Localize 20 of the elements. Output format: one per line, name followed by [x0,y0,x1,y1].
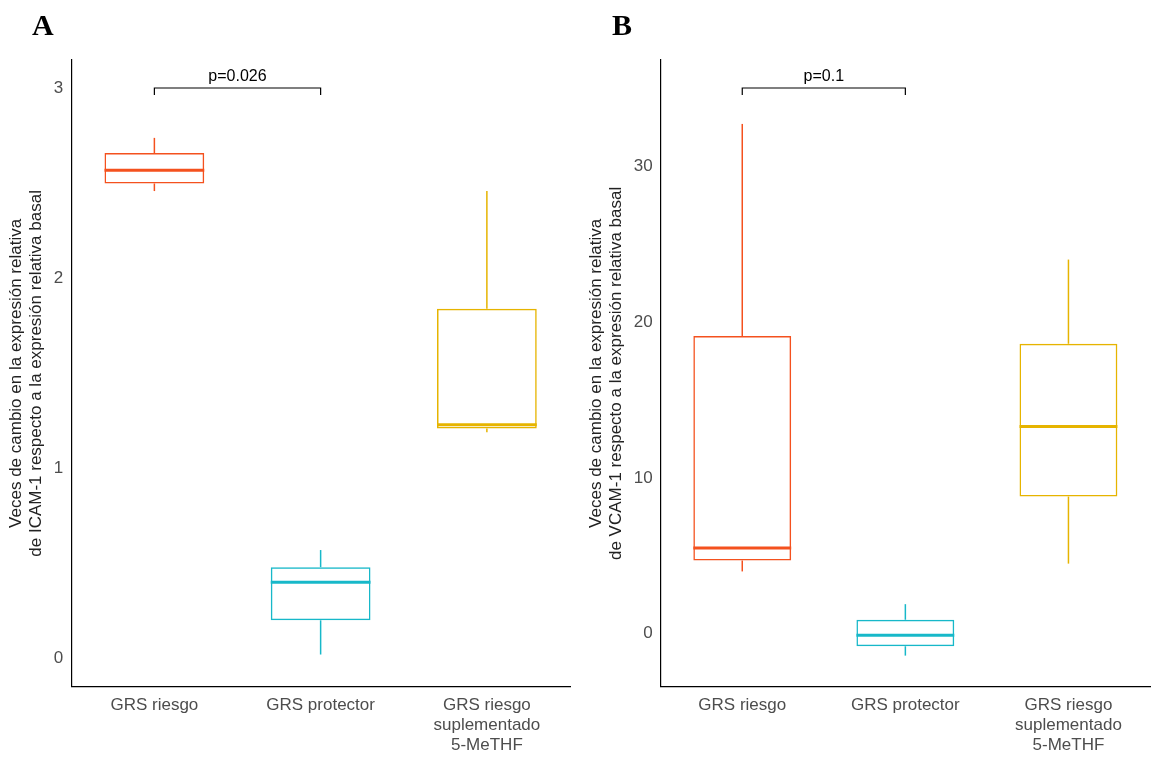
y-tick-label: 20 [633,311,653,331]
x-tick-label: GRS riesgo suplementado 5-MeTHF [433,694,541,755]
y-tick-label: 2 [53,268,64,288]
annotation: p=0.026 [208,67,267,85]
chart-title: B [612,8,633,42]
x-tick-label: GRS riesgo [698,694,787,714]
y-tick-label: 3 [53,78,64,98]
y-tick-label: 1 [53,458,64,478]
annotation: p=0.1 [803,67,845,85]
x-tick-label: GRS protector [266,694,376,714]
y-tick-label: 0 [643,623,653,643]
y-axis-title: Veces de cambio en la expresión relativa de ICAM-1 respecto a la expresión relativa basal [5,190,46,557]
y-tick-label: 30 [633,155,653,175]
chart-title: A [32,8,54,42]
x-tick-label: GRS riesgo suplementado 5-MeTHF [1015,694,1122,755]
y-axis-title: Veces de cambio en la expresión relativa de VCAM-1 respecto a la expresión relativa basal [585,186,626,561]
x-tick-label: GRS riesgo [110,694,199,714]
x-tick-label: GRS protector [851,694,961,714]
y-tick-label: 10 [633,467,653,487]
y-tick-label: 0 [53,648,64,667]
